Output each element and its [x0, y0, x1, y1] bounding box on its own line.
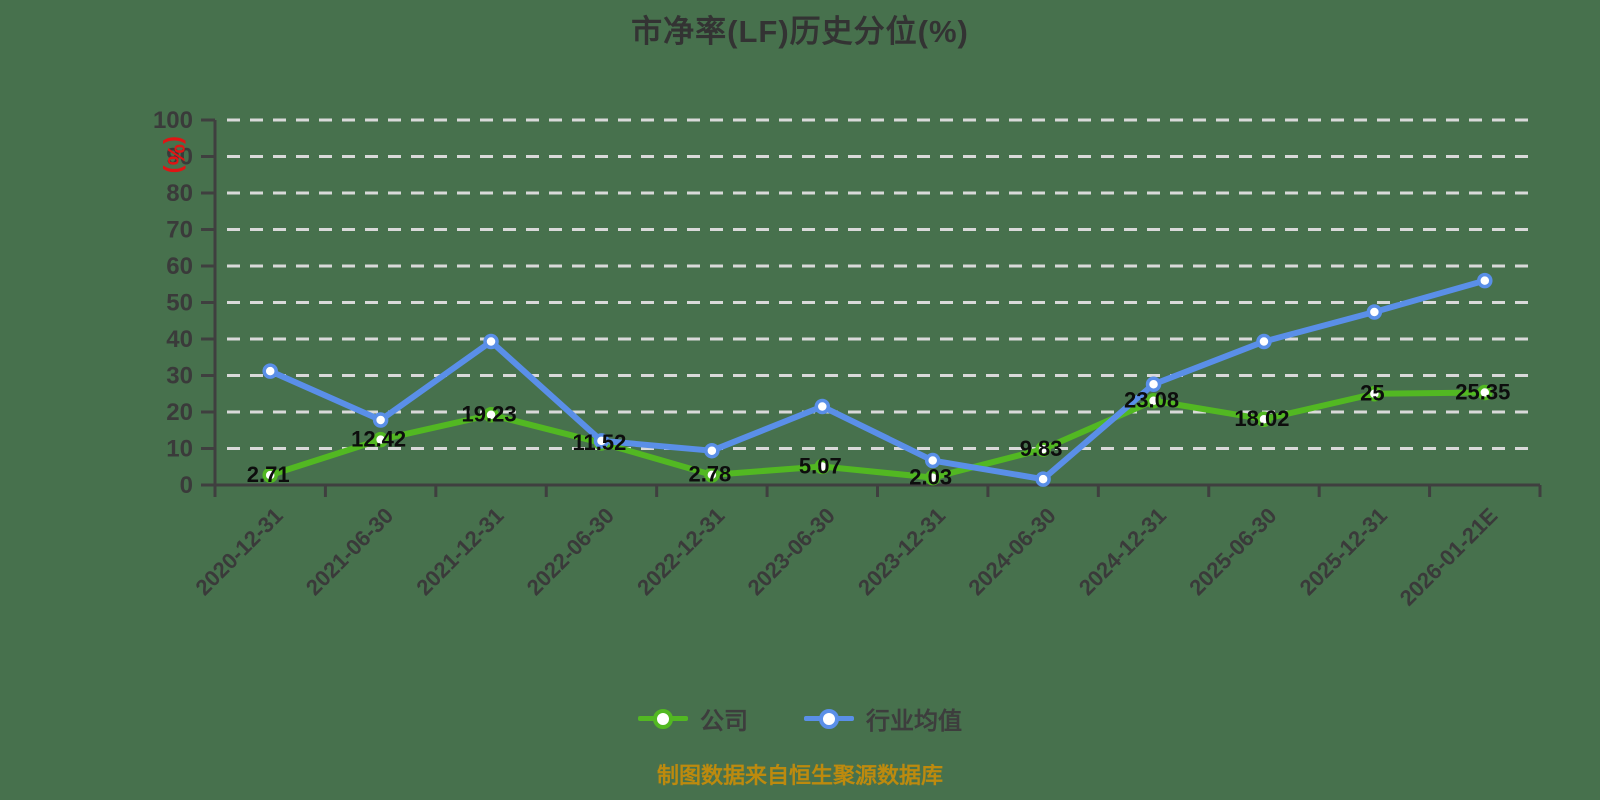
- legend-label-company: 公司: [700, 708, 748, 735]
- point-company-2025-06-30: [1256, 411, 1272, 427]
- point-industry-average-2024-06-30: [1035, 471, 1051, 487]
- data-label-2021-06-30: 12.42: [351, 426, 406, 451]
- y-tick-label-50: 50: [166, 290, 193, 317]
- y-tick-label-0: 0: [180, 472, 193, 499]
- legend: 公司 行业均值: [0, 701, 1600, 736]
- point-company-2026-01-21E: [1477, 384, 1493, 401]
- point-company-2021-12-31: [483, 407, 499, 423]
- y-tick-label-30: 30: [166, 363, 193, 390]
- data-label-2020-12-31: 2.71: [247, 462, 290, 487]
- point-company-2023-06-30: [814, 458, 831, 475]
- point-industry-average-2022-06-30: [593, 433, 610, 449]
- x-tick-label-2022-06-30: 2022-06-30: [522, 503, 619, 600]
- x-tick-label-2021-06-30: 2021-06-30: [301, 503, 398, 600]
- y-tick-label-100: 100: [153, 107, 193, 134]
- data-label-2026-01-21E: 25.35: [1455, 379, 1510, 404]
- point-company-2023-12-31: [924, 469, 941, 486]
- data-label-2024-06-30: 9.83: [1020, 436, 1063, 461]
- point-industry-average-2021-12-31: [483, 333, 499, 350]
- data-label-2022-06-30: 11.52: [573, 430, 627, 455]
- data-label-2023-12-31: 2.03: [909, 464, 952, 489]
- x-tick-label-2022-12-31: 2022-12-31: [632, 503, 729, 600]
- y-tick-label-80: 80: [166, 180, 193, 207]
- data-label-2022-12-31: 2.78: [688, 462, 731, 487]
- point-industry-average-2023-06-30: [814, 398, 831, 415]
- x-tick-label-2024-12-31: 2024-12-31: [1074, 503, 1171, 600]
- series-line-company: [267, 389, 1488, 481]
- x-tick-label-2023-06-30: 2023-06-30: [743, 503, 840, 600]
- legend-item-industry-average[interactable]: 行业均值: [804, 701, 962, 736]
- x-tick-label-2026-01-21E: 2026-01-21E: [1395, 503, 1503, 611]
- industry-series-marker-icon: [804, 708, 854, 730]
- point-industry-average-2024-12-31: [1145, 376, 1162, 393]
- point-company-2022-12-31: [704, 467, 720, 483]
- y-tick-label-20: 20: [166, 399, 193, 426]
- industry-dot-swatch: [819, 708, 839, 729]
- y-tick-label-70: 70: [166, 217, 193, 244]
- x-tick-label-2020-12-31: 2020-12-31: [190, 503, 287, 600]
- y-tick-label-40: 40: [166, 326, 193, 353]
- y-tick-label-10: 10: [166, 436, 193, 463]
- data-label-2025-12-31: 25: [1360, 381, 1384, 406]
- legend-item-company[interactable]: 公司: [638, 701, 748, 736]
- chart-title: 市净率(LF)历史分位(%): [631, 14, 969, 49]
- y-tick-label-60: 60: [166, 253, 193, 280]
- point-industry-average-2025-06-30: [1256, 333, 1272, 350]
- point-company-2024-12-31: [1145, 393, 1162, 409]
- x-tick-label-2025-06-30: 2025-06-30: [1184, 503, 1281, 600]
- company-dot-swatch: [653, 708, 673, 729]
- x-tick-label-2021-12-31: 2021-12-31: [411, 503, 508, 600]
- y-axis-unit-label: (%): [162, 136, 189, 173]
- point-industry-average-2022-12-31: [704, 442, 720, 459]
- point-industry-average-2026-01-21E: [1477, 272, 1493, 289]
- x-tick-label-2023-12-31: 2023-12-31: [853, 503, 950, 600]
- point-company-2020-12-31: [262, 467, 278, 483]
- point-industry-average-2025-12-31: [1366, 304, 1383, 320]
- x-tick-label-2024-06-30: 2024-06-30: [963, 503, 1060, 600]
- y-tick-label-90: 90: [166, 144, 193, 171]
- point-industry-average-2020-12-31: [262, 363, 278, 379]
- data-source-note: 制图数据来自恒生聚源数据库: [656, 763, 943, 788]
- legend-label-industry-average: 行业均值: [866, 708, 962, 735]
- data-label-2023-06-30: 5.07: [799, 453, 842, 478]
- data-label-2025-06-30: 18.02: [1234, 406, 1289, 431]
- series-line-industry-average: [267, 277, 1488, 483]
- point-company-2021-06-30: [372, 431, 389, 448]
- point-company-2025-12-31: [1366, 386, 1383, 402]
- point-industry-average-2023-12-31: [924, 452, 941, 469]
- point-company-2024-06-30: [1035, 441, 1051, 457]
- data-label-2024-12-31: 23.08: [1124, 388, 1179, 413]
- point-industry-average-2021-06-30: [372, 412, 389, 428]
- x-tick-label-2025-12-31: 2025-12-31: [1295, 503, 1392, 600]
- company-series-marker-icon: [638, 708, 688, 730]
- data-label-2021-12-31: 19.23: [462, 402, 517, 427]
